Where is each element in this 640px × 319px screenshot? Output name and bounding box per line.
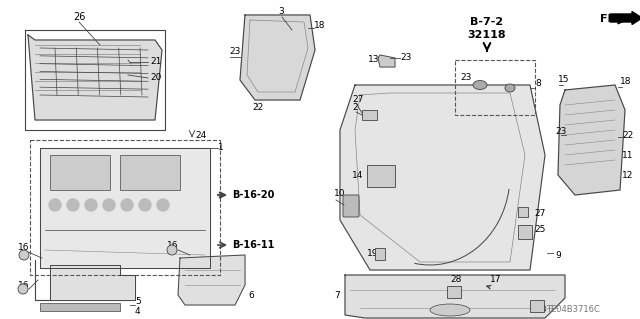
Ellipse shape	[505, 84, 515, 92]
Polygon shape	[35, 260, 135, 300]
Text: 16: 16	[18, 280, 29, 290]
Text: B-7-2: B-7-2	[470, 17, 504, 27]
Bar	[30, 140, 220, 275]
Bar	[455, 60, 535, 115]
Bar	[518, 225, 532, 239]
Circle shape	[157, 199, 169, 211]
Text: 4: 4	[135, 308, 141, 316]
Bar	[375, 248, 385, 260]
Circle shape	[18, 284, 28, 294]
Circle shape	[167, 245, 177, 255]
Ellipse shape	[430, 304, 470, 316]
Polygon shape	[40, 148, 210, 268]
FancyBboxPatch shape	[343, 195, 359, 217]
Ellipse shape	[473, 80, 487, 90]
Bar	[362, 110, 377, 120]
Circle shape	[139, 199, 151, 211]
Text: 2: 2	[352, 102, 358, 112]
Circle shape	[103, 199, 115, 211]
FancyArrow shape	[610, 11, 640, 25]
Text: 27: 27	[534, 209, 545, 218]
Polygon shape	[28, 35, 162, 120]
Text: 25: 25	[534, 226, 545, 234]
Circle shape	[121, 199, 133, 211]
Text: 27: 27	[352, 95, 364, 105]
Bar	[40, 303, 120, 311]
Polygon shape	[558, 85, 625, 195]
Circle shape	[19, 250, 29, 260]
Text: 6: 6	[248, 291, 253, 300]
Text: 18: 18	[314, 20, 326, 29]
Text: FR.: FR.	[600, 14, 620, 24]
Bar	[50, 155, 110, 190]
Text: 14: 14	[352, 170, 364, 180]
Text: 1: 1	[218, 144, 224, 152]
Circle shape	[85, 199, 97, 211]
Polygon shape	[340, 85, 545, 270]
Bar	[367, 165, 395, 187]
Bar	[518, 207, 528, 217]
Text: 23: 23	[400, 54, 412, 63]
Circle shape	[49, 199, 61, 211]
Text: 11: 11	[622, 151, 634, 160]
Text: 9: 9	[555, 250, 561, 259]
Text: 7: 7	[334, 291, 340, 300]
Text: 23: 23	[229, 48, 241, 56]
Bar	[447, 286, 461, 298]
Text: 32118: 32118	[468, 30, 506, 40]
Text: 24: 24	[195, 130, 206, 139]
Text: TE04B3716C: TE04B3716C	[546, 305, 600, 314]
Text: B-16-11: B-16-11	[232, 240, 275, 250]
Text: 26: 26	[73, 12, 85, 22]
Text: 17: 17	[490, 276, 502, 285]
Text: 23: 23	[555, 128, 566, 137]
Text: 20: 20	[150, 73, 161, 83]
Text: 8: 8	[535, 78, 541, 87]
Text: 5: 5	[135, 298, 141, 307]
Text: 23: 23	[460, 73, 472, 83]
Bar	[530, 300, 544, 312]
Polygon shape	[345, 275, 565, 318]
Text: 19: 19	[367, 249, 378, 257]
Text: 21: 21	[150, 57, 161, 66]
Polygon shape	[378, 55, 395, 67]
Text: 16: 16	[18, 243, 29, 253]
Text: 22: 22	[252, 102, 263, 112]
Text: 15: 15	[558, 76, 570, 85]
Polygon shape	[240, 15, 315, 100]
Text: 12: 12	[622, 170, 634, 180]
Circle shape	[67, 199, 79, 211]
Text: 3: 3	[278, 8, 284, 17]
Bar	[120, 155, 180, 190]
Text: B-16-20: B-16-20	[232, 190, 275, 200]
Text: 28: 28	[450, 276, 461, 285]
Text: 16: 16	[167, 241, 179, 249]
FancyArrowPatch shape	[487, 286, 491, 289]
Text: 22: 22	[622, 130, 633, 139]
Text: 13: 13	[368, 56, 380, 64]
FancyArrowPatch shape	[218, 193, 223, 197]
Text: 10: 10	[334, 189, 346, 197]
Polygon shape	[178, 255, 245, 305]
Text: 28: 28	[535, 306, 547, 315]
Text: 18: 18	[620, 78, 632, 86]
